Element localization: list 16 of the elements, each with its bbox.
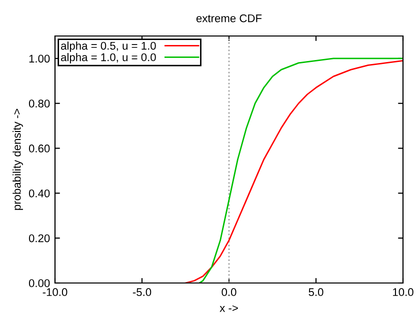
- y-tick-label: 0.00: [28, 279, 50, 288]
- x-tick-label: 5.0: [308, 288, 324, 296]
- x-axis-title: x ->: [220, 305, 238, 312]
- y-tick-label: 1.00: [29, 54, 50, 63]
- y-axis-title: probability density ->: [12, 108, 23, 210]
- x-tick-label: -5.0: [132, 288, 152, 296]
- x-tick-label: 0.0: [222, 288, 236, 296]
- x-tick-label: -10.0: [42, 288, 68, 296]
- chart-title: extreme CDF: [196, 14, 262, 22]
- legend-label: alpha = 1.0, u = 0.0: [61, 53, 156, 64]
- legend-label: alpha = 0.5, u = 1.0: [61, 42, 156, 52]
- y-tick-label: 0.20: [28, 234, 50, 242]
- y-tick-label: 0.60: [28, 144, 50, 152]
- y-tick-label: 0.40: [28, 189, 50, 198]
- x-tick-label: 10.0: [393, 288, 414, 296]
- y-tick-label: 0.80: [28, 100, 50, 108]
